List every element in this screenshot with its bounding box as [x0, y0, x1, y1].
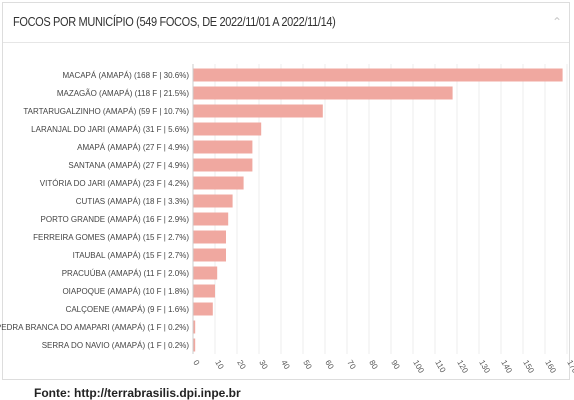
- x-tick-label: 80: [367, 359, 380, 372]
- x-tick-label: 170: [565, 359, 574, 376]
- x-tick-label: 130: [477, 359, 492, 376]
- chart-title: FOCOS POR MUNICÍPIO (549 FOCOS, DE 2022/…: [13, 15, 336, 29]
- category-label: CALÇOENE (AMAPÁ) (9 F | 1.6%): [66, 305, 190, 314]
- x-tick-label: 50: [301, 359, 314, 372]
- category-label: VITÓRIA DO JARI (AMAPÁ) (23 F | 4.2%): [40, 179, 190, 188]
- panel-header: FOCOS POR MUNICÍPIO (549 FOCOS, DE 2022/…: [3, 3, 569, 43]
- bar: [193, 338, 196, 352]
- bar: [193, 122, 262, 136]
- category-label: ITAUBAL (AMAPÁ) (15 F | 2.7%): [73, 251, 190, 260]
- bar: [193, 284, 215, 298]
- source-caption: Fonte: http://terrabrasilis.dpi.inpe.br: [34, 386, 241, 400]
- category-label: PEDRA BRANCA DO AMAPARI (AMAPÁ) (1 F | 0…: [0, 323, 189, 332]
- bar: [193, 104, 323, 118]
- category-label: TARTARUGALZINHO (AMAPÁ) (59 F | 10.7%): [23, 107, 189, 116]
- bar: [193, 158, 253, 172]
- chevron-up-icon[interactable]: ⌃: [551, 15, 563, 29]
- bar: [193, 86, 453, 100]
- x-tick-label: 140: [499, 359, 514, 376]
- category-label: CUTIAS (AMAPÁ) (18 F | 3.3%): [76, 197, 190, 206]
- bar: [193, 266, 218, 280]
- bar: [193, 140, 253, 154]
- bar: [193, 176, 244, 190]
- category-label: SANTANA (AMAPÁ) (27 F | 4.9%): [68, 161, 189, 170]
- bar: [193, 212, 229, 226]
- x-tick-label: 30: [257, 359, 270, 372]
- bar: [193, 194, 233, 208]
- category-label: PRACUÚBA (AMAPÁ) (11 F | 2.0%): [62, 269, 190, 278]
- x-tick-label: 20: [235, 359, 248, 372]
- category-label: SERRA DO NAVIO (AMAPÁ) (1 F | 0.2%): [42, 341, 190, 350]
- x-tick-label: 120: [455, 359, 470, 376]
- x-tick-label: 100: [411, 359, 426, 376]
- x-tick-label: 60: [323, 359, 336, 372]
- category-label: FERREIRA GOMES (AMAPÁ) (15 F | 2.7%): [33, 233, 189, 242]
- category-label: OIAPOQUE (AMAPÁ) (10 F | 1.8%): [62, 287, 189, 296]
- bar: [193, 302, 213, 316]
- bar: [193, 230, 226, 244]
- bar-chart: MACAPÁ (AMAPÁ) (168 F | 30.6%) MAZAGÃO (A…: [0, 64, 574, 376]
- x-tick-label: 90: [389, 359, 402, 372]
- category-label: AMAPÁ (AMAPÁ) (27 F | 4.9%): [77, 143, 189, 152]
- x-tick-label: 150: [521, 359, 536, 376]
- x-tick-label: 0: [191, 359, 201, 368]
- bar: [193, 248, 226, 262]
- bar: [193, 68, 563, 82]
- x-tick-label: 110: [433, 359, 447, 375]
- category-label: LARANJAL DO JARI (AMAPÁ) (31 F | 5.6%): [31, 125, 189, 134]
- x-tick-label: 10: [213, 359, 226, 372]
- bar: [193, 320, 196, 334]
- category-label: PORTO GRANDE (AMAPÁ) (16 F | 2.9%): [41, 215, 190, 224]
- x-tick-label: 40: [279, 359, 292, 372]
- x-tick-label: 70: [345, 359, 358, 372]
- category-label: MAZAGÃO (AMAPÁ) (118 F | 21.5%): [57, 89, 190, 98]
- x-tick-label: 160: [543, 359, 558, 376]
- category-label: MACAPÁ (AMAPÁ) (168 F | 30.6%): [62, 71, 189, 80]
- chart-panel: FOCOS POR MUNICÍPIO (549 FOCOS, DE 2022/…: [2, 2, 570, 380]
